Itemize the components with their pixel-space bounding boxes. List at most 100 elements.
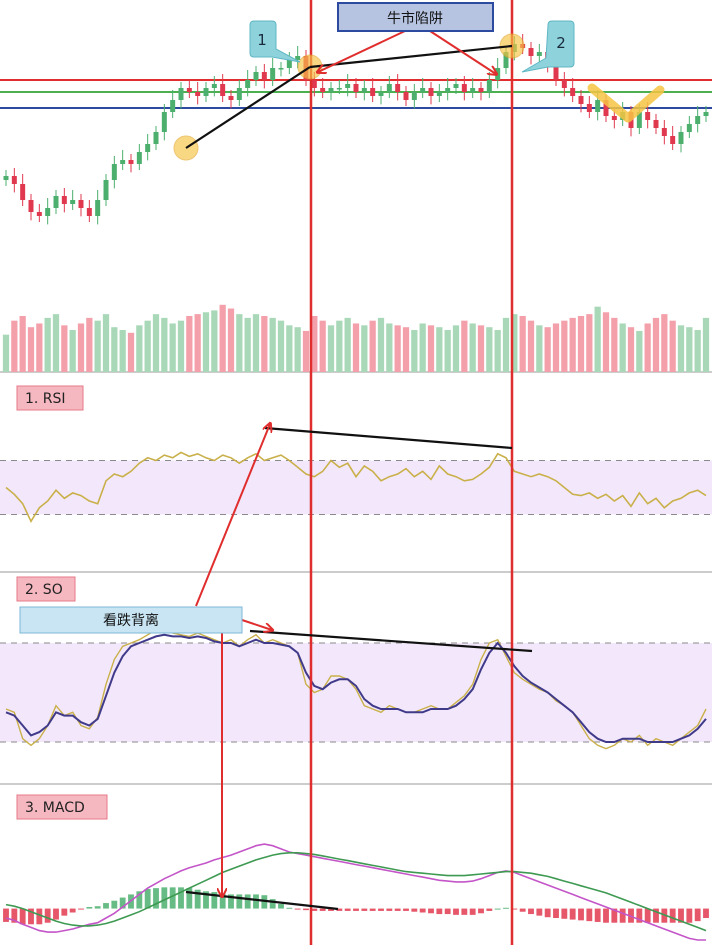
- candle-body: [111, 164, 117, 180]
- volume-bar: [594, 306, 601, 372]
- volume-bar: [369, 320, 376, 372]
- macd-histogram-bar: [119, 897, 126, 909]
- volume-bar: [602, 312, 610, 372]
- macd-histogram-bar: [319, 908, 326, 911]
- macd-histogram-bar: [61, 908, 68, 916]
- volume-bar: [52, 314, 60, 372]
- macd-histogram-bar: [11, 908, 18, 923]
- macd-label: 3. MACD: [25, 800, 85, 816]
- volume-bar: [702, 317, 710, 372]
- macd-histogram-bar: [261, 895, 268, 909]
- volume-bar: [686, 327, 693, 372]
- volume-bar: [586, 314, 593, 372]
- candle-body: [161, 112, 167, 132]
- candle-body: [3, 176, 9, 180]
- volume-bar: [486, 327, 493, 372]
- volume-bar: [302, 330, 310, 372]
- candle-body: [353, 84, 359, 92]
- volume-bar: [319, 320, 326, 372]
- macd-histogram-bar: [686, 908, 693, 923]
- macd-histogram-bar: [94, 906, 101, 909]
- callout-1: 1: [249, 20, 301, 63]
- macd-divergence-line: [185, 890, 339, 911]
- candle-body: [536, 52, 542, 56]
- candle-body: [78, 200, 84, 208]
- candle-body: [403, 92, 409, 100]
- arrow-to-peak-2: [429, 30, 496, 74]
- macd-histogram-bar: [69, 908, 76, 913]
- volume-bar: [652, 317, 660, 372]
- candle-body: [595, 100, 601, 112]
- macd-panel: [3, 843, 709, 941]
- candle-body: [586, 104, 592, 112]
- candle-body: [636, 112, 642, 128]
- volume-bar: [644, 323, 651, 372]
- rsi-line: [5, 451, 707, 523]
- candle-body: [286, 60, 292, 68]
- volume-bar: [111, 327, 118, 372]
- macd-histogram-bar: [144, 888, 151, 909]
- volume-bar: [194, 314, 201, 372]
- candle-body: [253, 72, 259, 80]
- volume-bar: [536, 325, 543, 372]
- macd-histogram-bar: [511, 908, 518, 910]
- macd-histogram-bar: [519, 908, 526, 912]
- candle-body: [220, 84, 226, 96]
- macd-histogram-bar: [236, 894, 243, 909]
- macd-histogram-bar: [569, 908, 576, 920]
- bearish-divergence-label: 看跌背离: [103, 612, 159, 629]
- macd-histogram-bar: [478, 908, 484, 914]
- macd-histogram-bar: [536, 908, 543, 916]
- macd-histogram-bar: [436, 908, 443, 915]
- candle-body: [653, 120, 659, 128]
- so-label: 2. SO: [25, 582, 63, 598]
- macd-histogram-bar: [244, 894, 251, 909]
- so-signal-line: [5, 629, 707, 750]
- macd-histogram-bar: [411, 908, 418, 912]
- candle-body: [345, 84, 351, 88]
- candle-body: [686, 124, 692, 132]
- candle-body: [295, 56, 301, 60]
- volume-bar: [27, 327, 35, 372]
- volume-bar: [569, 317, 576, 372]
- macd-histogram-bar: [86, 907, 93, 909]
- macd-histogram-bar: [53, 908, 59, 920]
- macd-histogram-bar: [578, 908, 584, 921]
- macd-histogram-bar: [378, 908, 384, 911]
- candle-body: [11, 176, 17, 184]
- rsi-band: [0, 460, 712, 515]
- volume-bar: [619, 323, 626, 372]
- volume-bar: [661, 314, 668, 372]
- macd-histogram-bar: [153, 888, 159, 909]
- volume-panel: [2, 304, 710, 372]
- macd-histogram-bar: [486, 908, 493, 911]
- macd-histogram-bar: [169, 887, 176, 909]
- candle-body: [128, 160, 134, 164]
- rsi-label: 1. RSI: [25, 391, 66, 407]
- macd-histogram-bar: [553, 908, 559, 918]
- candle-body: [211, 84, 217, 88]
- volume-bar: [286, 325, 293, 372]
- candle-body: [661, 128, 667, 136]
- candle-body: [603, 100, 609, 116]
- macd-histogram-bar: [603, 908, 609, 923]
- volume-bar: [669, 320, 676, 372]
- candle-body: [395, 84, 401, 92]
- volume-bar: [344, 317, 351, 372]
- so-label-box: 2. SO: [16, 576, 76, 602]
- candle-body: [53, 196, 59, 208]
- macd-histogram-bar: [211, 892, 218, 909]
- candle-body: [186, 88, 192, 92]
- so-panel: [5, 629, 707, 750]
- macd-histogram-bar: [528, 908, 534, 915]
- macd-histogram-bar: [653, 908, 659, 923]
- volume-bar: [377, 317, 385, 372]
- volume-bar: [694, 330, 701, 372]
- volume-bar: [202, 312, 210, 372]
- candle-body: [378, 92, 384, 96]
- candle-body: [103, 180, 109, 200]
- macd-histogram-bar: [136, 891, 143, 909]
- volume-bar: [211, 310, 218, 372]
- volume-bar: [94, 320, 101, 372]
- macd-histogram-bar: [669, 908, 676, 923]
